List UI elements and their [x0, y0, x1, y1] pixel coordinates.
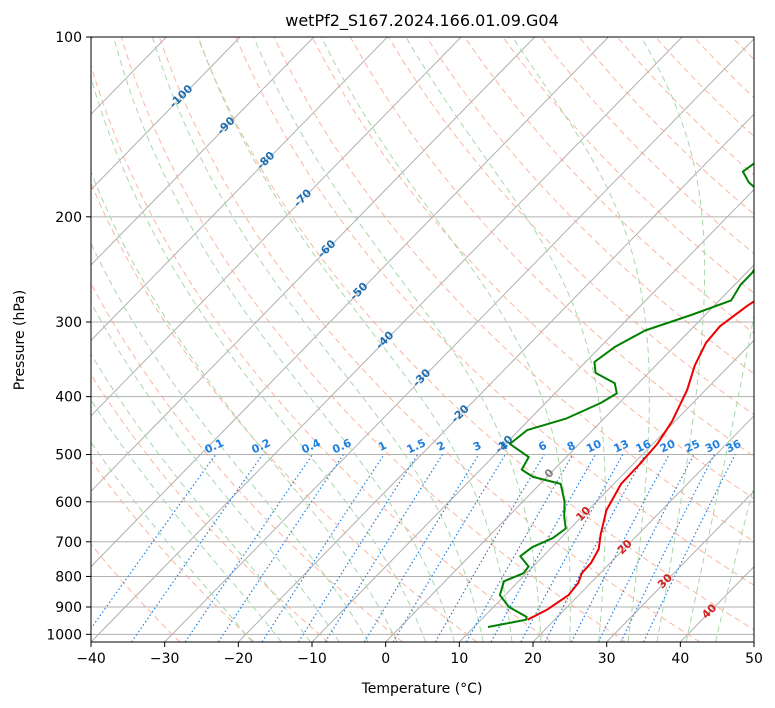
y-axis-label: Pressure (hPa): [12, 290, 28, 390]
y-tick-label-9: 1000: [46, 627, 82, 643]
x-tick-label-4: 0: [381, 651, 390, 667]
moist-adiabat: [511, 37, 650, 642]
isotherm-line: [91, 37, 462, 417]
x-tick-label-5: 10: [450, 651, 468, 667]
mixing-ratio-line-12: [520, 454, 624, 642]
moist-adiabat: [685, 312, 754, 642]
plot-frame: [90, 36, 755, 643]
mixing-ratio-label-12: 13: [612, 437, 631, 455]
isotherm-line: [311, 188, 754, 642]
moist-adiabat: [113, 37, 455, 642]
x-axis-label: Temperature (°C): [361, 681, 483, 697]
chart-title: wetPf2_S167.2024.166.01.09.G04: [285, 11, 559, 31]
y-tick-label-3: 400: [55, 390, 82, 406]
mixing-ratio-label-14: 20: [658, 437, 678, 455]
axis-ticks: −40 −30 −20 −10 0 10 20 30 40 50 100 200 300 400 500 60…: [46, 30, 763, 667]
mixing-ratio-line-1: [131, 454, 264, 642]
isotherm-line: [532, 415, 754, 642]
moist-adiabat: [320, 37, 571, 642]
y-tick-label-1: 200: [55, 210, 82, 226]
mixing-ratio-line-0: [91, 454, 217, 630]
dry-adiabat: [91, 460, 255, 642]
isotherm-line: [91, 37, 241, 191]
isotherm-line: [91, 37, 609, 568]
moist-adiabat: [91, 76, 427, 642]
y-tick-label-6: 700: [55, 535, 82, 551]
moist-adiabat: [91, 242, 369, 642]
dry-adiabat: [197, 37, 754, 631]
isotherm-line: [91, 37, 683, 642]
mixing-ratio-label-15: 25: [683, 437, 702, 455]
mixing-ratio-line-9: [434, 454, 545, 642]
isotherm-line: [385, 264, 754, 642]
y-tick-label-5: 600: [55, 495, 82, 511]
isotherm-line: [91, 37, 315, 266]
isotherm-line: [164, 38, 754, 642]
moist-adiabat: [405, 37, 606, 642]
x-tick-label-8: 40: [671, 651, 689, 667]
mixing-ratio-line-10: [465, 454, 574, 642]
x-tick-label-2: −20: [224, 651, 254, 667]
dry-adiabat: [91, 373, 329, 642]
x-tick-label-0: −40: [76, 651, 106, 667]
isotherm-line: [237, 113, 754, 642]
mixing-ratio-line-3: [217, 454, 344, 642]
moist-adiabat: [91, 301, 340, 642]
mixing-ratio-label-13: 16: [634, 437, 654, 455]
mixing-ratio-line-13: [544, 454, 646, 642]
moist-adiabat: [91, 441, 253, 642]
temperature-profile-line: [527, 300, 754, 621]
y-tick-label-8: 900: [55, 600, 82, 616]
x-tick-label-9: 50: [745, 651, 763, 667]
isotherm-line: [91, 37, 536, 492]
mixing-ratio-label-11: 10: [584, 437, 604, 455]
isotherm-line: [458, 339, 754, 642]
isotherm-line: [91, 37, 388, 342]
moist-adiabat: [91, 399, 282, 642]
mixing-ratio-line-8: [392, 454, 506, 642]
mixing-ratio-line-4: [261, 454, 385, 642]
y-tick-label-7: 800: [55, 569, 82, 585]
dry-adiabat: [273, 37, 754, 543]
moist-adiabat: [151, 37, 484, 642]
moist-adiabat: [197, 37, 513, 642]
x-tick-label-3: −10: [297, 651, 327, 667]
isotherm-line: [606, 490, 754, 642]
y-tick-label-0: 100: [55, 30, 82, 46]
x-tick-label-7: 30: [598, 651, 616, 667]
y-tick-label-2: 300: [55, 315, 82, 331]
dry-adiabat: [311, 37, 754, 500]
dry-adiabat: [91, 63, 552, 642]
moist-adiabat: [91, 170, 398, 642]
mixing-ratio-line-17: [643, 454, 736, 642]
dry-adiabat: [235, 37, 754, 586]
mixing-ratio-line-2: [184, 454, 313, 642]
y-tick-label-4: 500: [55, 448, 82, 464]
mixing-ratio-label-16: 30: [703, 437, 723, 455]
dewpoint-profile-line: [487, 162, 754, 628]
moist-adiabat: [253, 37, 542, 642]
x-tick-label-6: 20: [524, 651, 542, 667]
dry-adiabat: [120, 37, 626, 642]
mixing-ratio-label-17: 36: [724, 437, 744, 455]
dry-adiabat: [502, 37, 754, 294]
moist-adiabat: [91, 353, 311, 642]
moist-adiabat: [640, 37, 706, 642]
x-tick-label-1: −30: [150, 651, 180, 667]
